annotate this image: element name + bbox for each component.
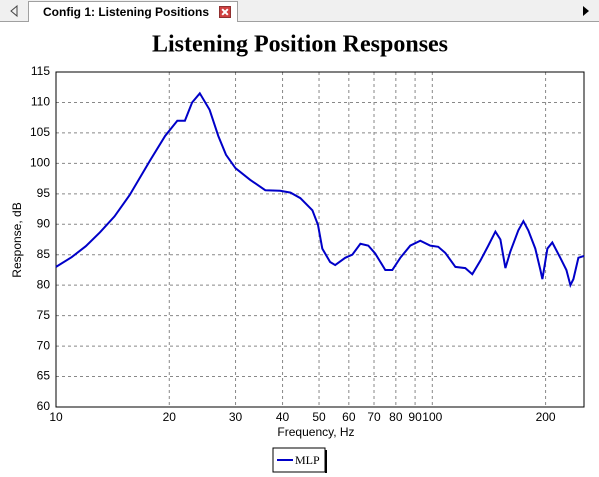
x-tick-label: 40 bbox=[276, 410, 290, 424]
tab-close[interactable] bbox=[219, 6, 231, 18]
y-tick-label: 80 bbox=[37, 277, 51, 291]
y-tick-label: 70 bbox=[37, 338, 51, 352]
x-tick-label: 80 bbox=[389, 410, 403, 424]
plot-frame bbox=[55, 71, 585, 408]
line-series bbox=[55, 91, 585, 289]
legend-label: MLP bbox=[295, 453, 320, 467]
x-tick-label: 30 bbox=[229, 410, 243, 424]
y-tick-label: 75 bbox=[37, 308, 51, 322]
y-tick-label: 105 bbox=[30, 125, 50, 139]
x-tick-label: 100 bbox=[422, 410, 442, 424]
y-tick-label: 90 bbox=[37, 216, 51, 230]
chart-title: Listening Position Responses bbox=[152, 32, 448, 58]
y-tick-label: 115 bbox=[31, 64, 50, 78]
tab-title: Config 1: Listening Positions bbox=[43, 5, 209, 19]
x-tick-label: 90 bbox=[408, 410, 422, 424]
y-tick-label: 65 bbox=[37, 369, 51, 383]
tab-bar: Config 1: Listening Positions bbox=[0, 0, 599, 22]
x-tick-label: 50 bbox=[312, 410, 326, 424]
tab[interactable]: Config 1: Listening Positions bbox=[28, 1, 238, 22]
x-tick-label: 20 bbox=[163, 410, 177, 424]
y-axis-label: Response, dB bbox=[10, 202, 24, 277]
x-tick-label: 60 bbox=[342, 410, 356, 424]
scroll-left[interactable] bbox=[8, 0, 20, 22]
x-tick-label: 10 bbox=[49, 410, 63, 424]
y-tick-label: 85 bbox=[37, 247, 51, 261]
x-axis-label: Frequency, Hz bbox=[277, 425, 354, 439]
y-tick-label: 60 bbox=[37, 399, 51, 413]
y-tick-label: 110 bbox=[31, 95, 50, 109]
y-tick-label: 100 bbox=[30, 156, 50, 170]
x-tick-label: 70 bbox=[367, 410, 381, 424]
chart: Listening Position Responses Frequency, … bbox=[10, 32, 585, 473]
scroll-right[interactable] bbox=[580, 0, 592, 22]
x-tick-label: 200 bbox=[536, 410, 556, 424]
y-tick-label: 95 bbox=[37, 186, 51, 200]
